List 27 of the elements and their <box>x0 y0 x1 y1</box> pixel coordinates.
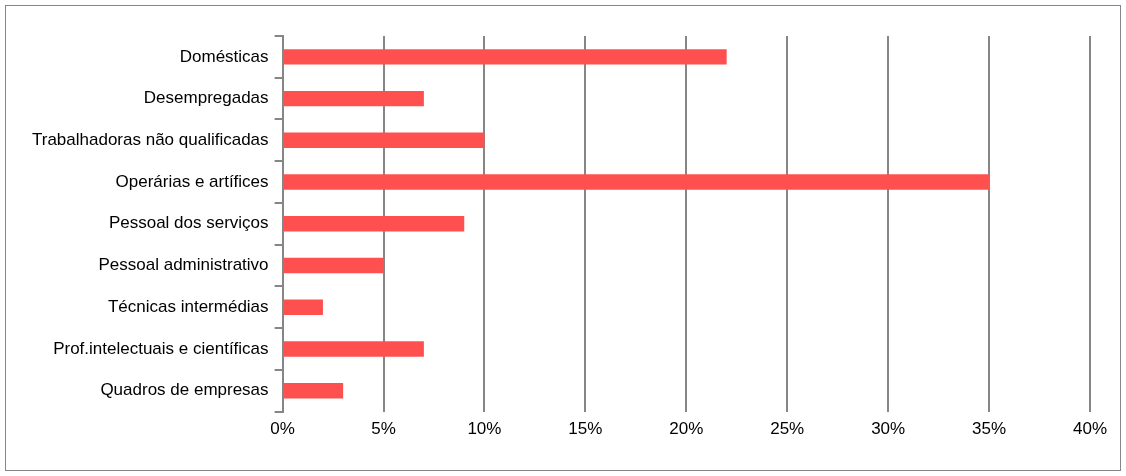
y-tick-label: Técnicas intermédias <box>107 296 269 316</box>
x-tick-label: 30% <box>871 419 906 439</box>
bar <box>283 341 424 357</box>
y-tick-label: Domésticas <box>179 46 269 66</box>
y-tick-label: Pessoal administrativo <box>98 255 269 275</box>
x-tick-label: 0% <box>270 419 295 439</box>
y-tick-label: Desempregadas <box>143 88 269 108</box>
x-tick-label: 25% <box>770 419 805 439</box>
x-tick-label: 20% <box>669 419 704 439</box>
bar <box>283 132 485 149</box>
bar <box>283 174 990 190</box>
bar <box>283 216 465 232</box>
bar <box>283 49 727 65</box>
x-tick-label: 40% <box>1072 419 1108 439</box>
y-tick-label: Pessoal dos serviços <box>108 213 269 233</box>
y-tick-label: Operárias e artífices <box>115 171 269 191</box>
bar <box>283 299 323 315</box>
x-tick-label: 5% <box>371 419 396 439</box>
bar <box>283 257 384 274</box>
y-tick-label: Trabalhadoras não qualificadas <box>31 130 269 150</box>
y-tick-label: Prof.intelectuais e científicas <box>53 338 269 358</box>
x-tick-label: 15% <box>568 419 603 439</box>
x-tick-label: 10% <box>467 419 502 439</box>
y-tick-label: Quadros de empresas <box>100 380 269 400</box>
x-tick-label: 35% <box>972 419 1007 439</box>
bar <box>283 383 344 399</box>
bar <box>283 90 424 107</box>
